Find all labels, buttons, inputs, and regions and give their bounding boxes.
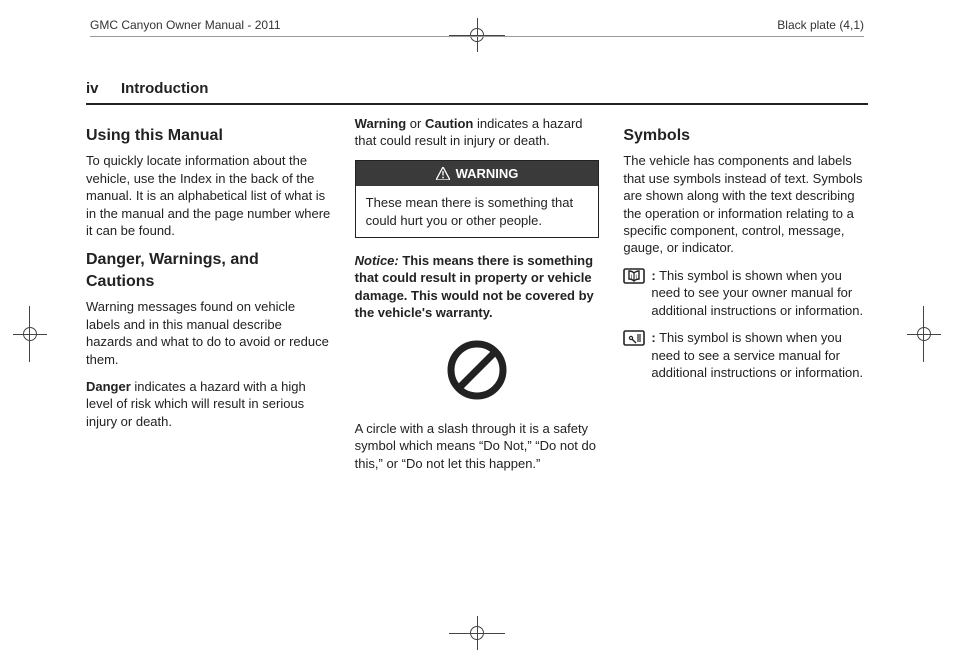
owner-manual-icon: i i: [623, 268, 645, 288]
column-2: Warning or Caution indicates a hazard th…: [355, 115, 600, 482]
para-notice: Notice: This means there is something th…: [355, 252, 600, 322]
service-manual-text: : This symbol is shown when you need to …: [651, 329, 868, 381]
warning-box-title: WARNING: [456, 165, 519, 182]
warning-triangle-icon: [436, 167, 450, 180]
columns: Using this Manual To quickly locate info…: [86, 115, 868, 482]
header-rule: [90, 36, 864, 37]
warning-box-body: These mean there is something that could…: [356, 186, 599, 237]
svg-text:i: i: [631, 274, 632, 280]
section-header: iv Introduction: [86, 80, 868, 105]
plate-label: Black plate (4,1): [777, 18, 864, 32]
registration-mark-right: [913, 312, 935, 356]
symbol-owner-manual-row: i i : This symbol is shown when you need…: [623, 267, 868, 319]
wc-or: or: [406, 116, 425, 131]
para-prohibit-caption: A circle with a slash through it is a sa…: [355, 420, 600, 472]
column-1: Using this Manual To quickly locate info…: [86, 115, 331, 482]
notice-label: Notice:: [355, 253, 399, 268]
svg-text:i: i: [636, 274, 637, 280]
danger-label: Danger: [86, 379, 131, 394]
para-dwc-intro: Warning messages found on vehicle labels…: [86, 298, 331, 368]
caution-label: Caution: [425, 116, 473, 131]
para-symbols: The vehicle has components and labels th…: [623, 152, 868, 256]
warning-label: Warning: [355, 116, 407, 131]
warning-box: WARNING These mean there is something th…: [355, 160, 600, 238]
service-body: This symbol is shown when you need to se…: [651, 330, 863, 380]
page: GMC Canyon Owner Manual - 2011 Black pla…: [0, 0, 954, 668]
owner-manual-text: : This symbol is shown when you need to …: [651, 267, 868, 319]
service-manual-icon: [623, 330, 645, 350]
heading-symbols: Symbols: [623, 125, 868, 146]
heading-danger-warnings-cautions: Danger, Warnings, and Cautions: [86, 249, 331, 292]
warning-box-header: WARNING: [356, 161, 599, 186]
header-meta: GMC Canyon Owner Manual - 2011 Black pla…: [90, 18, 864, 32]
page-number: iv: [86, 80, 99, 97]
symbol-service-manual-row: : This symbol is shown when you need to …: [623, 329, 868, 381]
column-3: Symbols The vehicle has components and l…: [623, 115, 868, 482]
para-danger: Danger indicates a hazard with a high le…: [86, 378, 331, 430]
prohibit-symbol-wrap: [355, 334, 600, 410]
owner-body: This symbol is shown when you need to se…: [651, 268, 863, 318]
prohibit-icon: [441, 334, 513, 410]
doc-title: GMC Canyon Owner Manual - 2011: [90, 18, 281, 32]
para-using-manual: To quickly locate information about the …: [86, 152, 331, 239]
registration-mark-bottom: [455, 622, 499, 644]
para-warning-caution: Warning or Caution indicates a hazard th…: [355, 115, 600, 150]
section-title: Introduction: [121, 80, 208, 97]
heading-using-manual: Using this Manual: [86, 125, 331, 146]
registration-mark-left: [19, 312, 41, 356]
